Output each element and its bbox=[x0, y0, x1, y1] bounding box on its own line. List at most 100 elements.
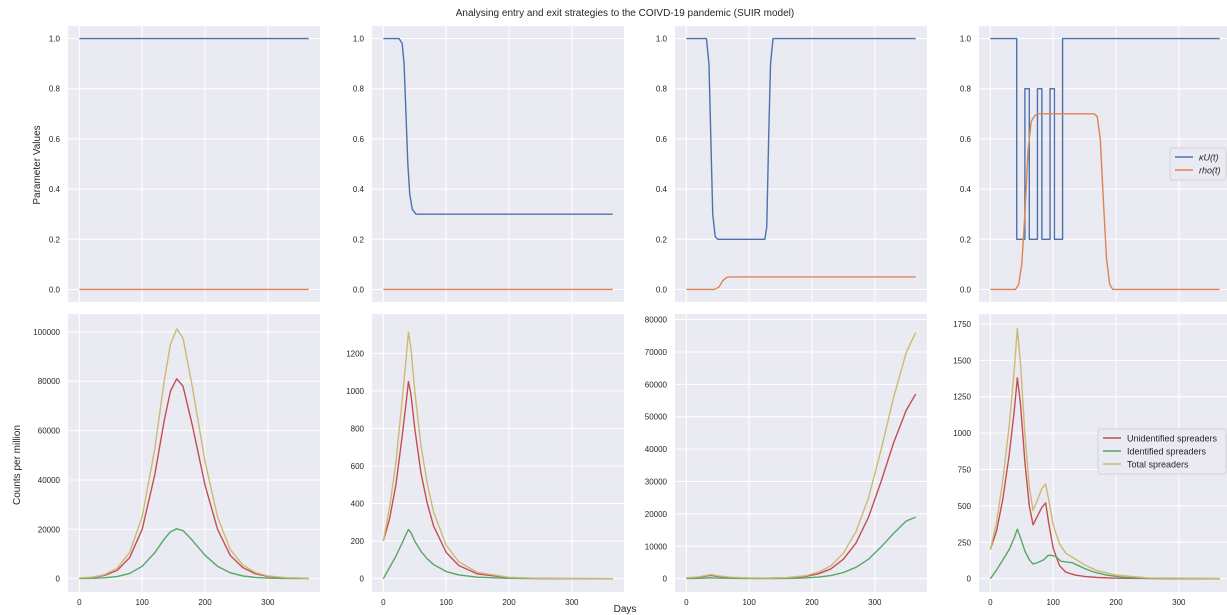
x-tick-label: 0 bbox=[988, 598, 993, 607]
x-tick-label: 100 bbox=[439, 598, 453, 607]
plot-area bbox=[68, 314, 320, 592]
series-line-unidentified bbox=[79, 378, 309, 580]
y-axis-label-bottom: Counts per million bbox=[12, 425, 23, 505]
plot-area bbox=[68, 26, 320, 302]
series-line-identified bbox=[989, 528, 1220, 580]
y-tick-label: 0 bbox=[663, 575, 668, 584]
x-tick-label: 300 bbox=[261, 598, 275, 607]
y-tick-label: 0.6 bbox=[656, 135, 668, 144]
y-tick-label: 0.0 bbox=[960, 285, 972, 294]
series-line-rho bbox=[686, 276, 916, 291]
subplot-parameters-2: 0.0 0.2 0.4 0.6 0.8 1.0 bbox=[353, 26, 624, 302]
x-tick-label: 100 bbox=[1046, 598, 1060, 607]
y-tick-label: 1200 bbox=[346, 349, 364, 358]
x-tick-label: 200 bbox=[198, 598, 212, 607]
y-tick-label: 1.0 bbox=[656, 35, 668, 44]
y-tick-label: 400 bbox=[351, 500, 365, 509]
y-tick-label: 70000 bbox=[645, 348, 668, 357]
legend-label: Unidentified spreaders bbox=[1127, 434, 1218, 444]
y-tick-label: 0.4 bbox=[960, 185, 972, 194]
y-tick-label: 1250 bbox=[953, 393, 971, 402]
x-axis-label: Days bbox=[614, 604, 637, 615]
x-tick-label: 100 bbox=[742, 598, 756, 607]
subplot-counts-3: 0 10000 20000 30000 40000 50000 60000 70000 8000… bbox=[645, 314, 927, 607]
x-tick-label: 100 bbox=[135, 598, 149, 607]
y-tick-label: 0.2 bbox=[656, 235, 668, 244]
series-line-identified bbox=[686, 516, 916, 580]
subplot-counts-1: 0 20000 40000 60000 80000 100000 0 100 200 300 bbox=[33, 314, 320, 607]
y-tick-label: 60000 bbox=[645, 380, 668, 389]
y-tick-label: 200 bbox=[351, 537, 365, 546]
y-tick-label: 0.4 bbox=[49, 185, 61, 194]
series-line-identified bbox=[382, 528, 613, 580]
y-tick-label: 0.6 bbox=[960, 135, 972, 144]
y-tick-label: 20000 bbox=[645, 510, 668, 519]
legend-label: Identified spreaders bbox=[1127, 447, 1207, 457]
subplot-parameters-1: 0.0 0.2 0.4 0.6 0.8 1.0 bbox=[49, 26, 320, 302]
x-tick-label: 0 bbox=[684, 598, 689, 607]
y-tick-label: 0.4 bbox=[353, 185, 365, 194]
y-tick-label: 20000 bbox=[38, 525, 61, 534]
legend-counts: Unidentified spreaders Identified spreade… bbox=[1097, 428, 1227, 475]
series-line-unidentified bbox=[989, 377, 1220, 580]
y-tick-label: 0.2 bbox=[353, 235, 365, 244]
y-tick-label: 0.0 bbox=[49, 285, 61, 294]
series-line-total bbox=[79, 328, 309, 580]
y-tick-label: 40000 bbox=[38, 476, 61, 485]
y-tick-label: 50000 bbox=[645, 413, 668, 422]
subplot-grid: 0.00.20.40.60.81.00.00.20.40.60.81.00.00… bbox=[33, 26, 1227, 607]
figure-title: Analysing entry and exit strategies to t… bbox=[456, 8, 795, 19]
y-tick-label: 1.0 bbox=[960, 35, 972, 44]
x-tick-label: 300 bbox=[565, 598, 579, 607]
y-tick-label: 80000 bbox=[645, 316, 668, 325]
series-line-unidentified bbox=[382, 380, 613, 580]
series-line-rho bbox=[990, 113, 1220, 291]
legend-label: Total spreaders bbox=[1127, 460, 1189, 470]
x-tick-label: 200 bbox=[805, 598, 819, 607]
y-tick-label: 0.6 bbox=[353, 135, 365, 144]
y-tick-label: 0.0 bbox=[353, 285, 365, 294]
series-line-total bbox=[382, 331, 613, 580]
y-tick-label: 40000 bbox=[645, 445, 668, 454]
subplot-counts-2: 0 200 400 600 800 1000 1200 0 100 200 300 bbox=[346, 314, 624, 607]
series-line-unidentified bbox=[686, 393, 917, 579]
plot-area bbox=[675, 26, 927, 302]
x-tick-label: 0 bbox=[77, 598, 82, 607]
y-tick-label: 0.2 bbox=[960, 235, 972, 244]
plot-area bbox=[372, 314, 624, 592]
subplot-parameters-3: 0.0 0.2 0.4 0.6 0.8 1.0 bbox=[656, 26, 927, 302]
y-tick-label: 0.4 bbox=[656, 185, 668, 194]
y-tick-label: 1750 bbox=[953, 320, 971, 329]
legend-box bbox=[1169, 147, 1227, 181]
y-tick-label: 30000 bbox=[645, 477, 668, 486]
y-tick-label: 1000 bbox=[953, 429, 971, 438]
y-tick-label: 100000 bbox=[33, 328, 60, 337]
series-line-identified bbox=[79, 528, 309, 580]
y-tick-label: 0 bbox=[56, 575, 61, 584]
y-axis-label-top: Parameter Values bbox=[32, 125, 43, 204]
y-tick-label: 600 bbox=[351, 462, 365, 471]
x-tick-label: 200 bbox=[502, 598, 516, 607]
y-tick-label: 0.8 bbox=[353, 85, 365, 94]
y-tick-label: 0 bbox=[360, 575, 365, 584]
legend-label: rho(t) bbox=[1199, 166, 1221, 176]
y-tick-label: 0.8 bbox=[49, 85, 61, 94]
series-line-kappa bbox=[686, 37, 916, 240]
plot-area bbox=[675, 314, 927, 592]
y-tick-label: 0.2 bbox=[49, 235, 61, 244]
x-tick-label: 300 bbox=[868, 598, 882, 607]
y-tick-label: 500 bbox=[958, 502, 972, 511]
y-tick-label: 1.0 bbox=[353, 35, 365, 44]
series-line-kappa bbox=[383, 37, 613, 215]
y-tick-label: 750 bbox=[958, 465, 972, 474]
y-tick-label: 0.8 bbox=[656, 85, 668, 94]
series-line-total bbox=[989, 327, 1220, 580]
y-tick-label: 60000 bbox=[38, 427, 61, 436]
y-tick-label: 1.0 bbox=[49, 35, 61, 44]
y-tick-label: 800 bbox=[351, 424, 365, 433]
legend-box bbox=[1097, 428, 1227, 475]
legend-parameters: κU(t) rho(t) bbox=[1169, 147, 1227, 181]
series-line-total bbox=[686, 332, 917, 579]
y-tick-label: 1500 bbox=[953, 356, 971, 365]
